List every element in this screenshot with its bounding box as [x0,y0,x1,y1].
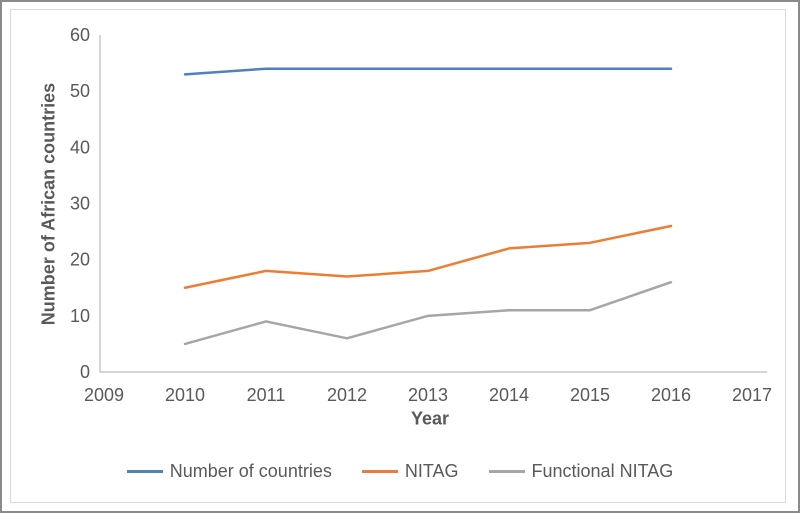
chart-border-box [10,9,786,503]
svg-text:20: 20 [70,250,90,270]
legend-line-swatch-orange [361,470,398,473]
legend-label: Functional NITAG [531,461,674,481]
svg-text:50: 50 [70,81,90,101]
svg-text:2016: 2016 [651,385,691,405]
svg-text:2010: 2010 [165,385,205,405]
legend: Number of countries NITAG Functional NIT… [2,461,798,482]
legend-line-swatch-blue [126,470,163,473]
svg-text:2015: 2015 [570,385,610,405]
svg-text:0: 0 [80,362,90,382]
y-axis-title: Number of African countries [38,82,59,326]
legend-label: Number of countries [169,461,332,481]
svg-text:2009: 2009 [84,385,124,405]
legend-line-swatch-gray [488,470,525,473]
svg-text:10: 10 [70,306,90,326]
svg-text:40: 40 [70,137,90,157]
svg-text:2012: 2012 [327,385,367,405]
svg-text:30: 30 [70,194,90,214]
svg-text:2011: 2011 [247,385,286,405]
svg-text:2014: 2014 [489,385,529,405]
legend-item-number-of-countries: Number of countries [126,461,332,482]
svg-text:60: 60 [70,25,90,45]
legend-label: NITAG [404,461,459,481]
svg-text:2017: 2017 [732,385,772,405]
legend-item-nitag: NITAG [361,461,459,482]
legend-item-functional-nitag: Functional NITAG [488,461,674,482]
svg-text:2013: 2013 [408,385,448,405]
x-axis-title: Year [410,408,450,429]
